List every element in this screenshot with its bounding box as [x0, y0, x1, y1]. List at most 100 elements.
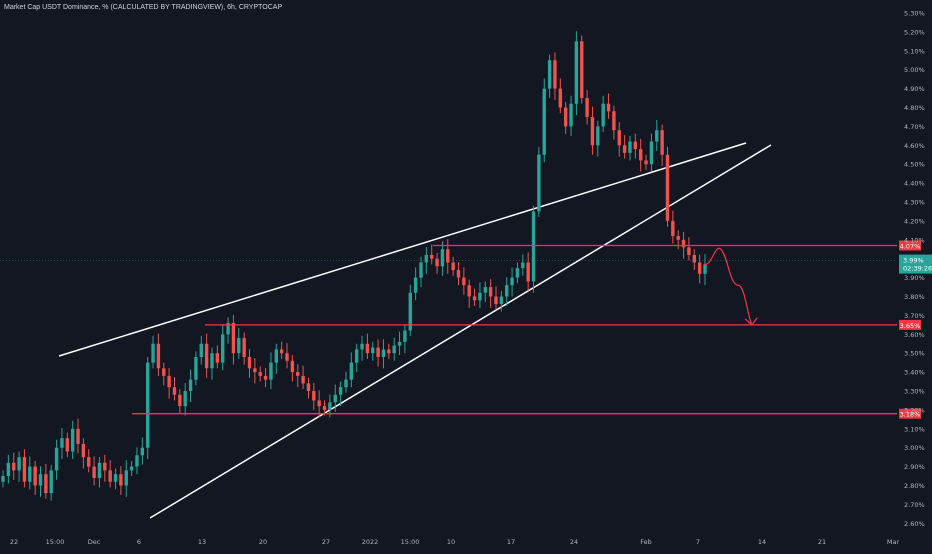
candle-body — [505, 285, 509, 297]
candle-body — [488, 287, 493, 297]
candle-body — [697, 262, 702, 274]
levels-layer: 4.07% 3.65% 3.18% — [132, 240, 921, 419]
candle-body — [253, 368, 257, 373]
y-tick-label: 4.80% — [904, 104, 925, 112]
candle-body — [296, 372, 300, 376]
candle-body — [622, 145, 627, 153]
x-tick-label: Dec — [88, 538, 101, 546]
candle-body — [606, 103, 611, 112]
candle-body — [22, 457, 27, 482]
candle-body — [574, 41, 579, 104]
candle-body — [354, 349, 359, 363]
candle-body — [344, 379, 348, 388]
candle-body — [397, 341, 402, 346]
candle-body — [317, 400, 321, 407]
candle-body — [188, 379, 193, 391]
candle-body — [269, 362, 273, 380]
y-tick-label: 4.30% — [904, 199, 925, 207]
candle-body — [558, 88, 563, 108]
candle-body — [703, 264, 707, 274]
candle-body — [478, 292, 482, 301]
candle-body — [333, 394, 337, 403]
level-tag — [899, 319, 921, 330]
y-tick-label: 5.00% — [904, 66, 925, 74]
candle-body — [649, 141, 654, 165]
y-tick-label: 2.60% — [904, 520, 925, 528]
candle-body — [660, 130, 664, 155]
candle-body — [687, 247, 691, 255]
candle-body — [210, 353, 214, 369]
candle-body — [590, 116, 595, 146]
candle-body — [87, 457, 91, 467]
candle-body — [28, 466, 32, 482]
candle-body — [140, 447, 145, 456]
candle-body — [638, 149, 643, 161]
candle-body — [446, 249, 450, 263]
candle-body — [306, 383, 311, 391]
candle-body — [247, 356, 252, 369]
candle-body — [601, 103, 605, 127]
candle-body — [129, 466, 134, 471]
x-tick-label: 2022 — [362, 538, 379, 546]
candle-body — [430, 254, 434, 259]
upper-trendline — [58, 142, 747, 357]
y-tick-label: 4.60% — [904, 142, 925, 150]
candle-body — [151, 343, 155, 363]
last-price-tag — [899, 254, 932, 274]
candle-body — [537, 154, 541, 212]
candle-body — [135, 455, 139, 467]
candle-body — [119, 474, 123, 486]
x-tick-label: Mar — [887, 538, 900, 546]
candle-body — [242, 338, 246, 357]
candle-body — [349, 362, 354, 380]
candle-body — [17, 457, 21, 471]
candle-body — [665, 154, 670, 221]
candle-body — [451, 262, 455, 271]
y-tick-label: 3.20% — [904, 406, 925, 414]
y-tick-label: 3.50% — [904, 350, 925, 358]
candle-body — [204, 343, 209, 369]
candle-body — [103, 462, 107, 471]
candle-body — [499, 296, 504, 305]
y-tick-label: 4.20% — [904, 217, 925, 225]
y-tick-label: 3.60% — [904, 331, 925, 339]
candle-body — [81, 443, 86, 458]
candle-body — [408, 292, 412, 331]
y-tick-label: 2.70% — [904, 501, 925, 509]
x-tick-label: 14 — [758, 538, 766, 546]
candle-body — [628, 141, 632, 153]
candle-body — [92, 466, 96, 478]
candle-body — [671, 220, 675, 237]
candle-body — [70, 428, 75, 452]
x-tick-label: 22 — [10, 538, 18, 546]
candle-body — [221, 334, 225, 363]
candle-body — [413, 277, 418, 293]
candle-body — [521, 262, 525, 269]
candle-body — [531, 211, 536, 282]
x-tick-label: 17 — [507, 538, 515, 546]
candle-body — [612, 111, 616, 131]
y-tick-label: 3.90% — [904, 274, 925, 282]
x-tick-label: 10 — [447, 538, 455, 546]
candle-body — [585, 98, 589, 117]
candle-body — [1, 476, 5, 482]
candle-body — [510, 277, 514, 286]
candle-body — [312, 391, 316, 401]
x-tick-label: Feb — [640, 538, 652, 546]
candle-body — [65, 438, 70, 452]
candle-body — [167, 375, 171, 388]
x-tick-label: 27 — [322, 538, 330, 546]
countdown-label: 02:39:26 — [903, 265, 932, 273]
candle-body — [633, 141, 638, 150]
candle-body — [263, 375, 268, 380]
candle-body — [108, 470, 112, 482]
candle-body — [360, 343, 364, 350]
candle-body — [44, 474, 48, 494]
x-tick-label: 15:00 — [401, 538, 420, 546]
candle-body — [569, 103, 573, 127]
candle-body — [371, 347, 375, 354]
candle-body — [285, 353, 289, 361]
y-tick-label: 4.40% — [904, 180, 925, 188]
